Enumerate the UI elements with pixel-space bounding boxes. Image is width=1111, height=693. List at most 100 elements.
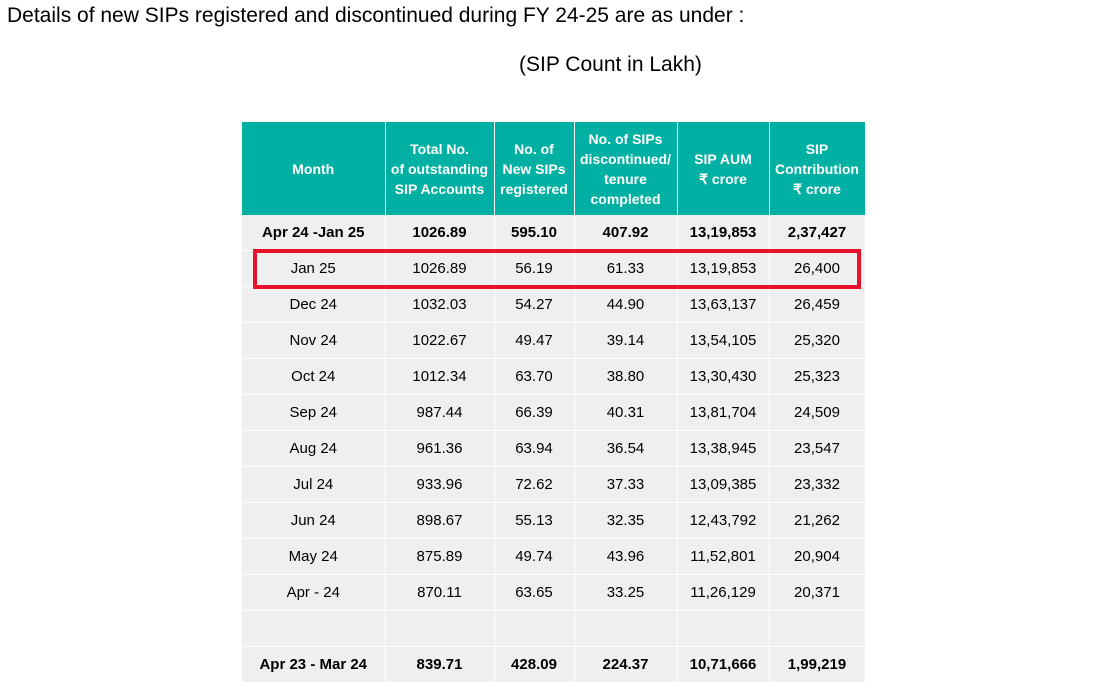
- cell-sip-aum: 13,19,853: [677, 250, 770, 287]
- cell-total-outstanding: 1032.03: [385, 286, 495, 323]
- cell-sip-contribution: 1,99,219: [769, 646, 866, 683]
- cell-sip-contribution: [769, 610, 866, 647]
- cell-sip-contribution: 24,509: [769, 394, 866, 431]
- header-discontinued: No. of SIPs discontinued/tenure completed: [574, 122, 678, 215]
- header-text-line: discontinued/: [580, 150, 671, 167]
- cell-sip-aum: 13,81,704: [677, 394, 770, 431]
- table-row: Apr 23 - Mar 24 839.71 428.09 224.37 10,71,6…: [242, 646, 866, 683]
- cell-month: Jan 25: [242, 250, 386, 287]
- cell-discontinued: 61.33: [574, 250, 678, 287]
- cell-sip-aum: 11,52,801: [677, 538, 770, 575]
- cell-month: Oct 24: [242, 358, 386, 395]
- table-row: Apr 24 -Jan 25 1026.89 595.10 407.92 13,19,8…: [242, 215, 866, 251]
- table-row: Jul 24 933.96 72.62 37.33 13,09,385 23,332: [242, 466, 866, 503]
- header-text-line: No. of SIPs: [588, 130, 663, 147]
- cell-sip-aum: 13,09,385: [677, 466, 770, 503]
- header-row: Month Total No. of outstanding SIP Accounts…: [242, 122, 866, 215]
- cell-total-outstanding: 1012.34: [385, 358, 495, 395]
- cell-sip-contribution: 23,547: [769, 430, 866, 467]
- cell-sip-aum: 13,38,945: [677, 430, 770, 467]
- table-header: Month Total No. of outstanding SIP Accounts…: [242, 122, 866, 215]
- cell-sip-aum: 11,26,129: [677, 574, 770, 611]
- cell-discontinued: 43.96: [574, 538, 678, 575]
- cell-sip-contribution: 20,904: [769, 538, 866, 575]
- cell-new-sips: 49.74: [494, 538, 575, 575]
- header-text-line: New SIPs: [502, 160, 566, 177]
- table-row: Sep 24 987.44 66.39 40.31 13,81,704 24,509: [242, 394, 866, 431]
- header-text-line: Month: [292, 160, 335, 177]
- cell-discontinued: 39.14: [574, 322, 678, 359]
- header-month: Month: [242, 122, 386, 215]
- table-row: Apr - 24 870.11 63.65 33.25 11,26,129 20,371: [242, 574, 866, 611]
- cell-total-outstanding: 875.89: [385, 538, 495, 575]
- cell-discontinued: 38.80: [574, 358, 678, 395]
- cell-total-outstanding: 1026.89: [385, 215, 495, 251]
- header-text-line: tenure: [604, 170, 647, 187]
- sip-details-table: Month Total No. of outstanding SIP Accounts…: [242, 122, 866, 683]
- header-sip-contribution: SIP Contribution ₹ crore: [769, 122, 866, 215]
- cell-sip-contribution: 2,37,427: [769, 215, 866, 251]
- cell-sip-aum: 12,43,792: [677, 502, 770, 539]
- cell-new-sips: 72.62: [494, 466, 575, 503]
- header-text-line: of outstanding: [390, 160, 489, 177]
- header-text-line: completed: [590, 190, 661, 207]
- header-text-line: ₹ crore: [793, 180, 841, 197]
- cell-sip-contribution: 26,459: [769, 286, 866, 323]
- cell-discontinued: [574, 610, 678, 647]
- cell-total-outstanding: 961.36: [385, 430, 495, 467]
- cell-total-outstanding: 1022.67: [385, 322, 495, 359]
- cell-total-outstanding: 1026.89: [385, 250, 495, 287]
- cell-total-outstanding: 839.71: [385, 646, 495, 683]
- table-row: [242, 610, 866, 647]
- cell-sip-contribution: 20,371: [769, 574, 866, 611]
- cell-new-sips: 49.47: [494, 322, 575, 359]
- table-row: Aug 24 961.36 63.94 36.54 13,38,945 23,547: [242, 430, 866, 467]
- table-body: Apr 24 -Jan 25 1026.89 595.10 407.92 13,19,8…: [242, 215, 866, 683]
- cell-sip-contribution: 25,320: [769, 322, 866, 359]
- header-text-line: SIP: [805, 140, 829, 157]
- header-new-sips: No. of New SIPs registered: [494, 122, 575, 215]
- cell-new-sips: 595.10: [494, 215, 575, 251]
- cell-discontinued: 407.92: [574, 215, 678, 251]
- cell-new-sips: 63.65: [494, 574, 575, 611]
- cell-total-outstanding: 870.11: [385, 574, 495, 611]
- cell-new-sips: 63.94: [494, 430, 575, 467]
- cell-new-sips: 428.09: [494, 646, 575, 683]
- cell-new-sips: 54.27: [494, 286, 575, 323]
- cell-month: Apr - 24: [242, 574, 386, 611]
- cell-sip-contribution: 25,323: [769, 358, 866, 395]
- cell-sip-aum: 13,63,137: [677, 286, 770, 323]
- cell-sip-contribution: 26,400: [769, 250, 866, 287]
- table-row: Oct 24 1012.34 63.70 38.80 13,30,430 25,323: [242, 358, 866, 395]
- cell-new-sips: [494, 610, 575, 647]
- cell-total-outstanding: 987.44: [385, 394, 495, 431]
- cell-month: Sep 24: [242, 394, 386, 431]
- page-heading: Details of new SIPs registered and disco…: [7, 4, 745, 27]
- table-row: Jan 25 1026.89 56.19 61.33 13,19,853 26,400: [242, 250, 866, 287]
- cell-new-sips: 63.70: [494, 358, 575, 395]
- cell-sip-aum: 13,19,853: [677, 215, 770, 251]
- header-text-line: SIP Accounts: [394, 180, 485, 197]
- header-text-line: ₹ crore: [699, 170, 747, 187]
- table-row: Dec 24 1032.03 54.27 44.90 13,63,137 26,459: [242, 286, 866, 323]
- cell-discontinued: 44.90: [574, 286, 678, 323]
- header-total-outstanding: Total No. of outstanding SIP Accounts: [385, 122, 495, 215]
- header-sip-aum: SIP AUM ₹ crore: [677, 122, 770, 215]
- cell-month: Jul 24: [242, 466, 386, 503]
- header-text-line: Contribution: [775, 160, 859, 177]
- cell-month: Dec 24: [242, 286, 386, 323]
- table-row: Jun 24 898.67 55.13 32.35 12,43,792 21,262: [242, 502, 866, 539]
- header-text-line: Total No.: [410, 140, 469, 157]
- cell-month: May 24: [242, 538, 386, 575]
- cell-month: [242, 610, 386, 647]
- cell-discontinued: 32.35: [574, 502, 678, 539]
- cell-total-outstanding: 898.67: [385, 502, 495, 539]
- cell-sip-aum: 13,30,430: [677, 358, 770, 395]
- cell-total-outstanding: [385, 610, 495, 647]
- cell-discontinued: 33.25: [574, 574, 678, 611]
- cell-discontinued: 40.31: [574, 394, 678, 431]
- cell-new-sips: 66.39: [494, 394, 575, 431]
- cell-month: Jun 24: [242, 502, 386, 539]
- cell-sip-aum: 13,54,105: [677, 322, 770, 359]
- cell-discontinued: 224.37: [574, 646, 678, 683]
